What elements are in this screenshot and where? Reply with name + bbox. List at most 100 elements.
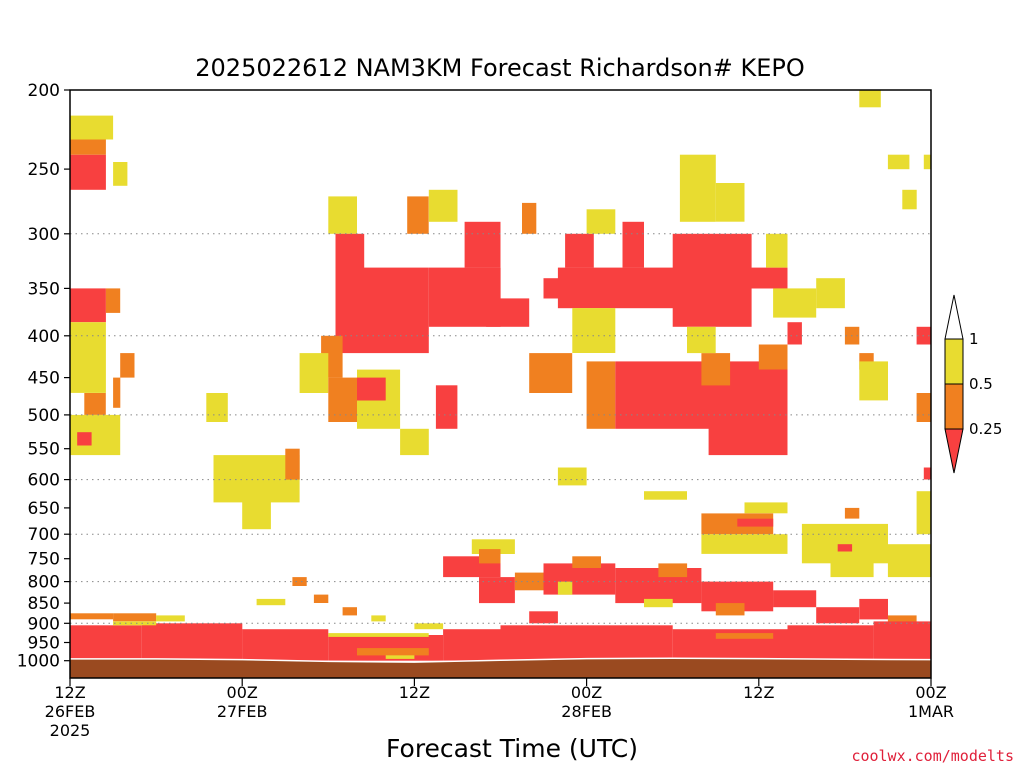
ri-cell-mid [113,377,121,408]
x-tick-label: 12Z [743,683,774,702]
y-tick-label: 700 [28,525,60,545]
ri-cell-low [70,288,106,323]
ri-cell-low [565,233,594,268]
y-tick-label: 750 [28,550,60,570]
ri-cell-high [557,581,573,595]
ri-cell-high [887,154,910,170]
ri-cell-high [328,633,429,637]
ri-cell-low [435,385,458,429]
colorbar: 1 0.5 0.25 [944,294,1002,474]
x-axis-label: Forecast Time (UTC) [386,734,638,763]
ri-cell-mid [285,448,300,480]
ri-cell-low [464,221,501,268]
ri-cell-mid [586,361,616,429]
ri-cell-low [141,623,243,661]
ri-cell-low [622,221,644,268]
y-tick-label: 200 [28,81,60,101]
ri-cell-high [644,598,673,608]
ri-cell-high [744,502,788,514]
x-tick-label: 27FEB [217,702,268,721]
ri-cell-high [644,491,687,500]
ri-cell-mid [715,633,774,639]
ri-cell-high [572,308,616,353]
ri-cell-high [830,558,874,578]
ri-cell-low [500,625,673,661]
x-tick-label: 28FEB [561,702,612,721]
ri-cell-mid [658,563,688,578]
gridlines [70,233,931,624]
colorbar-label: 0.25 [969,420,1002,438]
plot-frame [69,89,932,679]
y-tick-label: 350 [28,279,60,299]
ri-cell-high [156,615,185,622]
ri-cell-mid [342,607,357,616]
y-tick-label: 1000 [17,652,60,672]
ri-cell-mid [84,393,106,415]
ri-cell-low [923,467,931,480]
ri-cell-high [887,544,931,578]
ri-cell-high [113,621,157,626]
ri-cell-low [328,635,444,661]
y-axis: 200 250 300 350 400 450 500 550 600 650 700 750 8008… [17,81,70,672]
ri-cell-mid [328,377,357,422]
colorbar-swatch-mid [944,383,964,430]
y-tick-label: 600 [28,471,60,491]
y-tick-label: 950 [28,634,60,654]
ri-cell-mid [292,577,307,586]
x-tick-label: 00Z [227,683,258,702]
ri-cell-high [902,189,917,210]
ri-cell-high [701,534,788,554]
ri-cell-low [335,267,429,354]
ri-cell-high [70,322,106,393]
ri-cell-high [414,623,444,630]
ri-cell-low [672,233,752,327]
ri-cell-low [744,267,788,289]
x-tick-label: 00Z [915,683,946,702]
ri-cell-mid [758,344,788,370]
ri-cell-high [773,288,817,318]
credit-text: coolwx.com/modelts [851,747,1014,765]
y-tick-label: 300 [28,225,60,245]
y-tick-label: 800 [28,573,60,593]
ri-cell-mid [887,615,917,628]
ri-cell-mid [70,613,114,620]
ri-cell-low [737,518,774,527]
ri-cell-low [859,598,888,620]
ri-cell-mid [407,196,429,234]
ri-cell-low [873,621,931,661]
ri-cell-high [328,196,357,234]
ri-cell-low [787,625,874,661]
y-tick-label: 500 [28,406,60,426]
colorbar-label: 0.5 [969,375,993,393]
ri-cell-high [242,496,271,530]
heatmap-cells [70,90,931,661]
ri-cell-mid [479,549,501,564]
ri-cell-high [923,154,931,170]
x-tick-label: 1MAR [908,702,954,721]
ri-cell-low [70,154,106,190]
ri-cell-high [916,491,931,535]
y-tick-label: 250 [28,160,60,180]
colorbar-bottom-arrow [944,428,964,474]
ri-cell-low [70,625,142,661]
x-tick-label: 26FEB [45,702,96,721]
x-tick-label: 00Z [571,683,602,702]
ri-cell-high [557,467,587,486]
ri-cell-mid [701,353,731,386]
x-tick-label: 12Z [399,683,430,702]
ri-cell-mid [522,202,537,234]
ri-cell-high [299,353,329,393]
x-tick-label: 12Z [54,683,85,702]
ri-cell-high [679,154,716,222]
ri-cell-mid [572,556,601,568]
ri-cell-low [837,544,853,552]
ri-cell-low [773,590,817,608]
ri-cell-high [428,189,458,222]
ri-cell-low [529,611,558,624]
colorbar-swatch-high [944,338,964,385]
ri-cell-high [766,233,788,268]
y-tick-label: 900 [28,614,60,634]
ri-cell-low [543,563,616,595]
ri-cell-high [859,361,888,401]
ri-cell-low [615,568,702,604]
